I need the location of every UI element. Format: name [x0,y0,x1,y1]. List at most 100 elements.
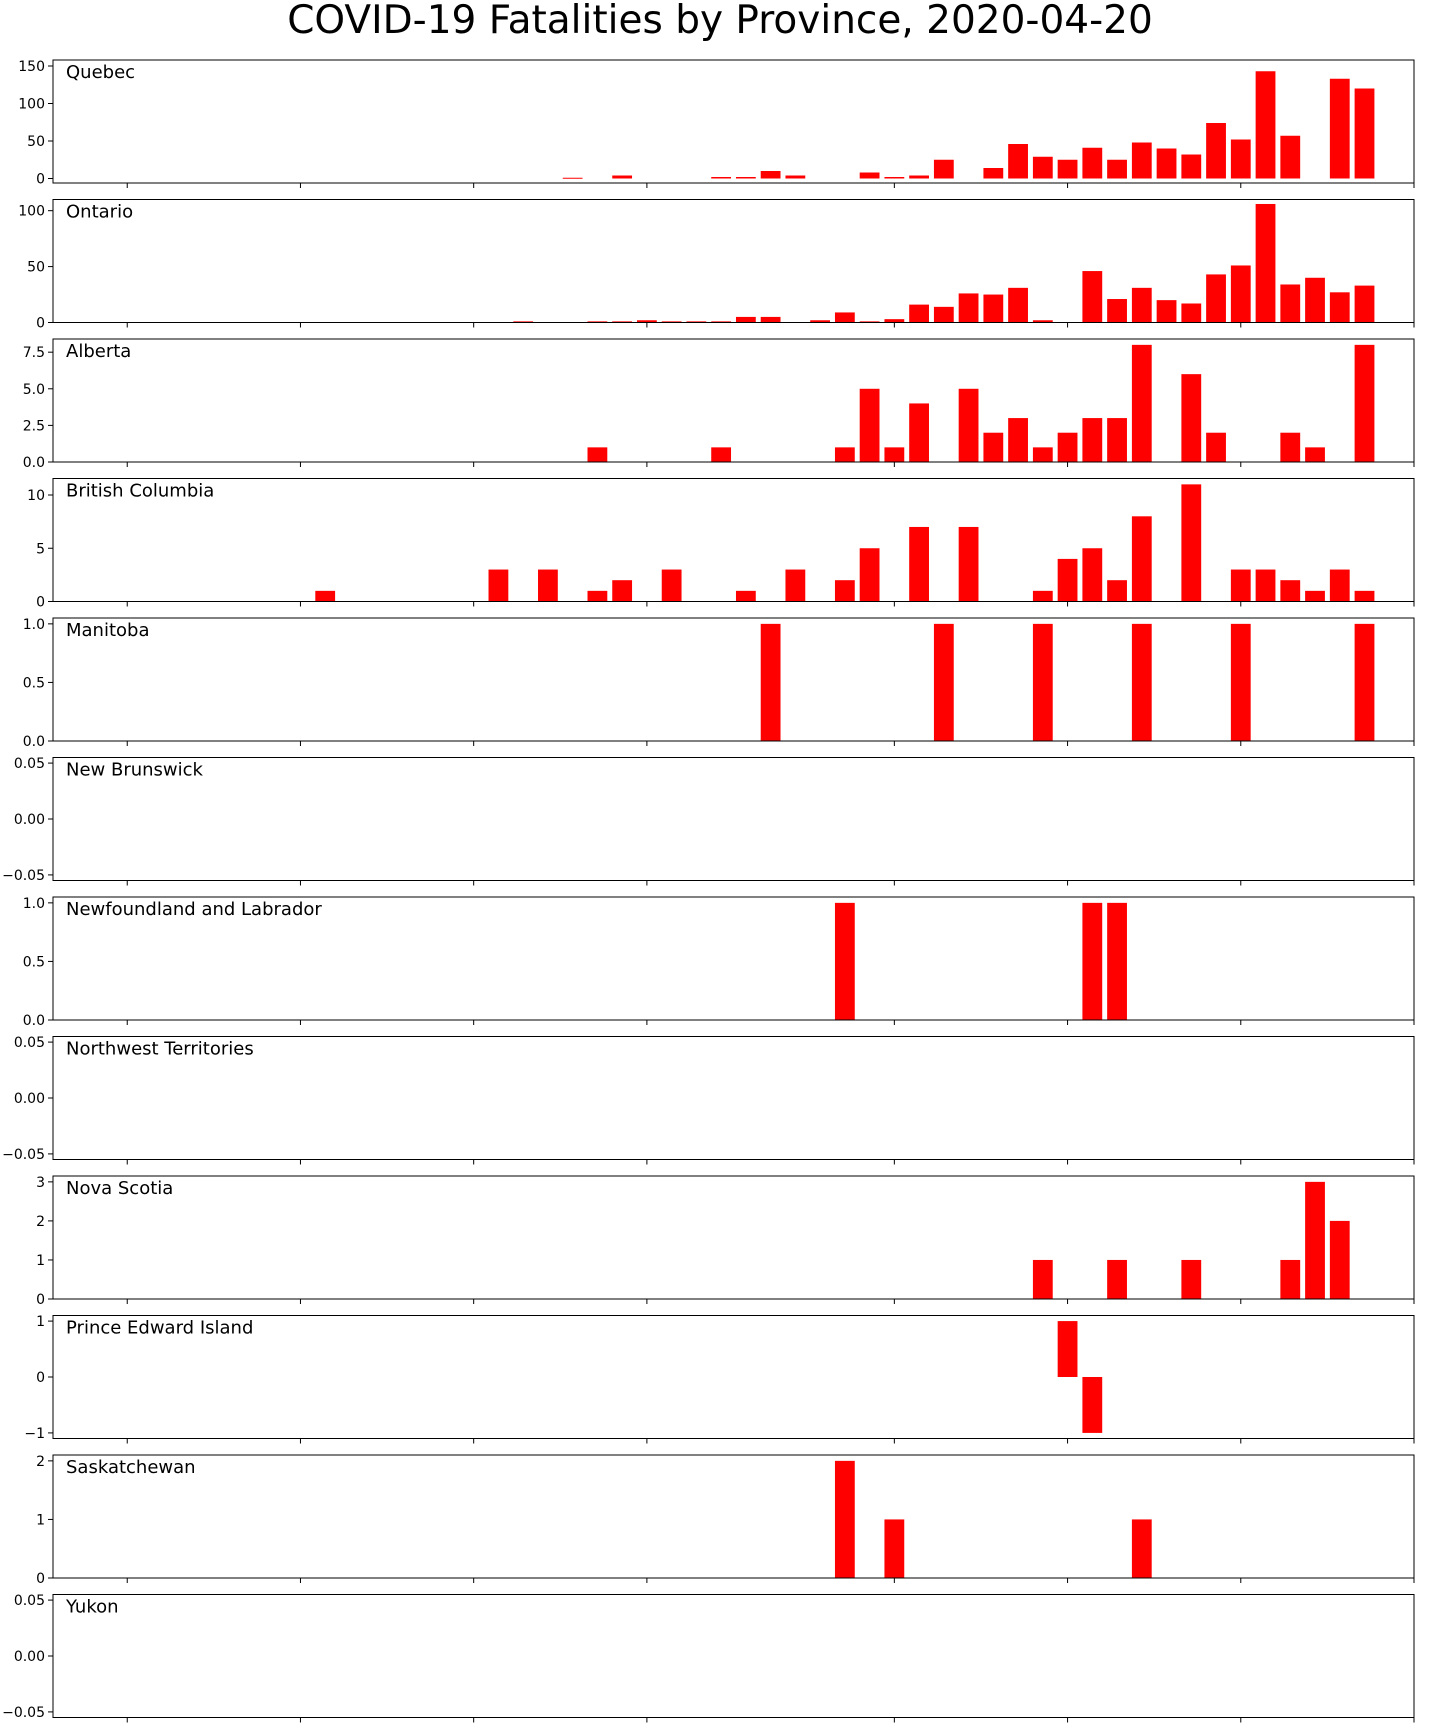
panel-quebec: 0 50 100 150 Quebec [18,59,1415,188]
bar-saskatchewan-2020-03-30 [834,1460,855,1578]
panel-new-brunswick: −0.05 0.00 0.05 New Brunswick [2,756,1415,886]
bar-quebec-2020-03-26 [735,177,756,179]
bar-ontario-2020-04-02 [909,304,929,323]
bar-british-columbia-2020-03-28 [785,569,806,602]
bar-alberta-2020-04-05 [983,432,1004,462]
panel-newfoundland-and-labrador: 0.0 0.5 1.0 Newfoundland and Labrador [23,896,1415,1029]
bar-ontario-2020-04-04 [958,293,979,323]
y-tick-label-newfoundland-and-labrador: 0.5 [23,954,45,970]
bar-ontario-2020-04-14 [1206,274,1226,323]
bar-british-columbia-2020-04-09 [1082,548,1103,602]
bar-manitoba-2020-04-20 [1354,623,1375,741]
y-tick-label-prince-edward-island: −1 [24,1426,45,1442]
bar-quebec-2020-04-03 [933,159,954,179]
bar-alberta-2020-04-14 [1206,432,1226,462]
bar-nova-scotia-2020-04-07 [1032,1259,1053,1299]
bar-ontario-2020-03-27 [760,316,781,323]
bar-ontario-2020-04-11 [1131,287,1152,323]
axes-frame-manitoba [52,617,1415,742]
y-tick-label-new-brunswick: 0.00 [14,812,45,828]
bar-ontario-2020-04-20 [1354,285,1375,323]
y-tick-label-yukon: 0.00 [14,1649,45,1665]
panel-prince-edward-island: −1 0 1 Prince Edward Island [24,1314,1415,1444]
bar-ontario-2020-04-07 [1032,320,1053,323]
bar-british-columbia-2020-03-26 [735,590,756,602]
bar-ontario-2020-03-25 [711,321,732,323]
y-tick-label-newfoundland-and-labrador: 0.0 [23,1013,45,1029]
y-tick-label-nova-scotia: 1 [36,1253,45,1269]
chart-title: COVID-19 Fatalities by Province, 2020-04… [287,0,1153,43]
bar-quebec-2020-03-21 [612,175,633,179]
y-tick-label-prince-edward-island: 1 [36,1314,45,1330]
bar-ontario-2020-04-17 [1280,284,1301,323]
bar-ontario-2020-03-17 [513,321,534,323]
bar-alberta-2020-04-17 [1280,432,1301,462]
bar-manitoba-2020-04-15 [1230,623,1251,741]
bar-alberta-2020-04-11 [1131,344,1152,462]
bar-prince-edward-island-2020-04-09 [1082,1377,1103,1433]
y-tick-label-saskatchewan: 0 [36,1571,45,1587]
bar-ontario-2020-03-23 [661,321,682,323]
bar-british-columbia-2020-03-09 [315,590,336,602]
panel-label-saskatchewan: Saskatchewan [66,1457,196,1478]
bar-quebec-2020-04-20 [1354,88,1375,179]
panel-label-northwest-territories: Northwest Territories [66,1039,254,1060]
bar-newfoundland-and-labrador-2020-03-30 [834,902,855,1020]
bar-alberta-2020-03-20 [587,447,608,462]
y-tick-label-british-columbia: 5 [36,541,45,557]
bar-british-columbia-2020-04-20 [1354,590,1375,602]
bar-ontario-2020-04-03 [933,306,954,323]
panel-northwest-territories: −0.05 0.00 0.05 Northwest Territories [2,1035,1415,1165]
y-tick-label-ontario: 100 [18,204,45,220]
axes-frame-newfoundland-and-labrador [52,896,1415,1021]
bar-british-columbia-2020-04-13 [1181,484,1202,602]
panel-label-new-brunswick: New Brunswick [66,760,204,781]
bar-british-columbia-2020-03-21 [612,580,633,602]
axes-frame-nova-scotia [52,1175,1415,1300]
bar-manitoba-2020-03-27 [760,623,781,741]
y-tick-label-alberta: 7.5 [23,345,45,361]
panel-label-prince-edward-island: Prince Edward Island [66,1318,253,1339]
y-tick-label-northwest-territories: 0.05 [14,1035,45,1051]
bar-quebec-2020-04-09 [1082,147,1103,179]
bar-quebec-2020-04-11 [1131,142,1152,179]
panel-label-nova-scotia: Nova Scotia [66,1178,173,1199]
y-tick-label-northwest-territories: 0.00 [14,1091,45,1107]
panel-saskatchewan: 0 1 2 Saskatchewan [36,1454,1415,1587]
bar-prince-edward-island-2020-04-08 [1057,1321,1078,1377]
y-tick-label-saskatchewan: 1 [36,1512,45,1528]
y-tick-label-nova-scotia: 0 [36,1292,45,1308]
y-tick-label-manitoba: 0.0 [23,734,45,750]
bar-british-columbia-2020-04-19 [1329,569,1350,602]
bar-british-columbia-2020-04-18 [1305,590,1325,602]
y-tick-label-yukon: −0.05 [2,1705,45,1721]
y-tick-label-yukon: 0.05 [14,1593,45,1609]
y-tick-label-ontario: 50 [27,260,45,276]
panel-nova-scotia: 0 1 2 3 Nova Scotia [36,1175,1415,1308]
y-tick-label-quebec: 0 [36,172,45,188]
bar-saskatchewan-2020-04-11 [1131,1519,1152,1578]
bar-british-columbia-2020-04-04 [958,526,979,602]
bar-alberta-2020-04-20 [1354,344,1375,462]
axes-frame-quebec [52,59,1415,184]
bar-quebec-2020-04-06 [1008,144,1028,179]
y-tick-label-quebec: 100 [18,97,45,113]
bar-british-columbia-2020-04-08 [1057,558,1078,602]
bar-manitoba-2020-04-07 [1032,623,1053,741]
panel-label-newfoundland-and-labrador: Newfoundland and Labrador [66,899,322,920]
axes-frame-ontario [52,199,1415,323]
bar-quebec-2020-04-16 [1255,71,1276,179]
bar-british-columbia-2020-03-31 [859,548,880,602]
bar-british-columbia-2020-04-11 [1131,516,1152,602]
bar-ontario-2020-03-31 [859,321,880,323]
bar-quebec-2020-04-10 [1107,159,1127,179]
y-tick-label-nova-scotia: 2 [36,1214,45,1230]
bar-alberta-2020-03-25 [711,447,732,462]
y-tick-label-nova-scotia: 3 [36,1175,45,1191]
bar-ontario-2020-04-05 [983,294,1004,323]
y-tick-label-quebec: 50 [27,134,45,150]
bar-ontario-2020-03-22 [636,320,657,323]
bar-ontario-2020-04-18 [1305,277,1325,323]
